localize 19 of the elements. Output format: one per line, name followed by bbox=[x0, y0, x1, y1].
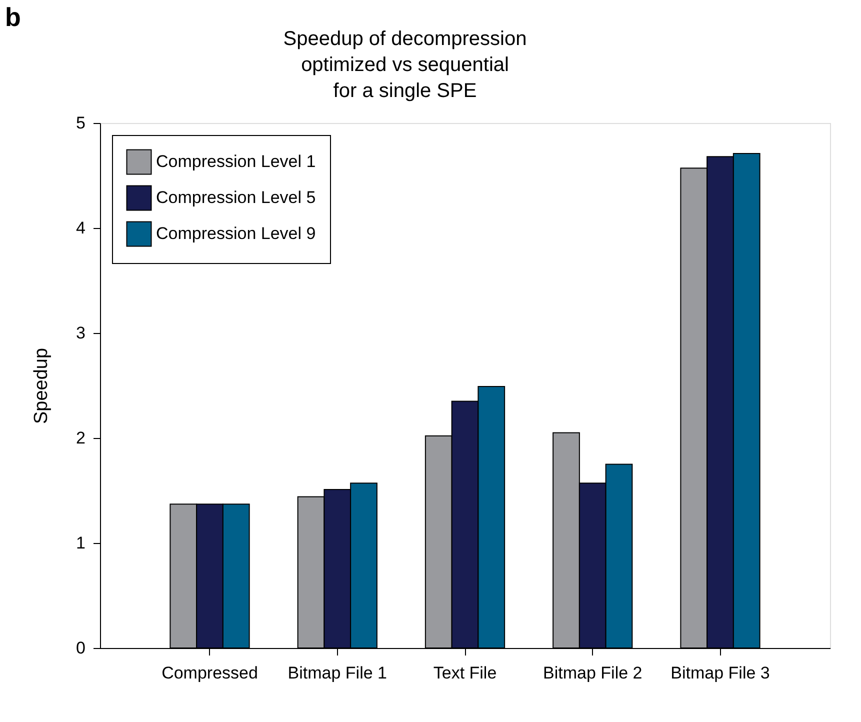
y-axis-title: Speedup bbox=[31, 348, 52, 424]
x-tick-label: Compressed bbox=[162, 664, 258, 682]
x-tick-label: Bitmap File 3 bbox=[670, 664, 770, 682]
y-tick-label: 2 bbox=[76, 428, 86, 448]
text: Speedup of decompression bbox=[283, 28, 527, 50]
text: optimized vs sequential bbox=[301, 54, 509, 76]
x-tick-label: Bitmap File 2 bbox=[543, 664, 642, 682]
text: b bbox=[5, 2, 21, 32]
legend-label: Compression Level 9 bbox=[156, 224, 316, 243]
legend-label: Compression Level 5 bbox=[156, 188, 316, 207]
y-tick-label: 5 bbox=[76, 114, 86, 132]
legend-label: Compression Level 1 bbox=[156, 152, 316, 171]
y-tick-label: 3 bbox=[76, 324, 86, 342]
text: for a single SPE bbox=[333, 80, 477, 102]
x-tick-label: Bitmap File 1 bbox=[288, 664, 387, 682]
y-tick-label: 4 bbox=[76, 218, 86, 238]
y-tick-label: 1 bbox=[76, 534, 86, 552]
x-tick-label: Text File bbox=[433, 664, 497, 682]
y-tick-label: 0 bbox=[76, 638, 86, 658]
